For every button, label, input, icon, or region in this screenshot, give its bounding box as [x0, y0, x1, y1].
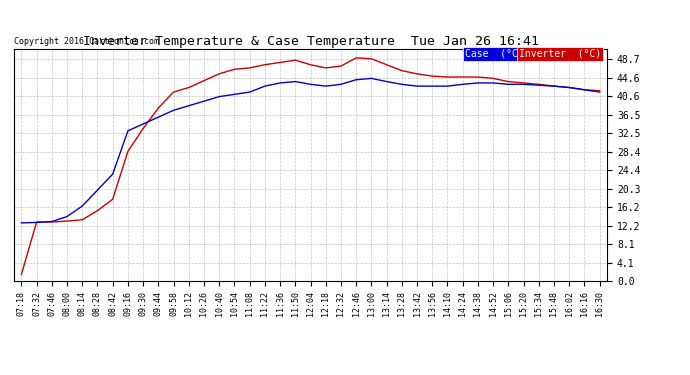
Text: Copyright 2016 Cartronics.com: Copyright 2016 Cartronics.com [14, 38, 159, 46]
Title: Inverter Temperature & Case Temperature  Tue Jan 26 16:41: Inverter Temperature & Case Temperature … [83, 34, 538, 48]
Text: Inverter  (°C): Inverter (°C) [519, 49, 601, 59]
Text: Case  (°C): Case (°C) [465, 49, 524, 59]
